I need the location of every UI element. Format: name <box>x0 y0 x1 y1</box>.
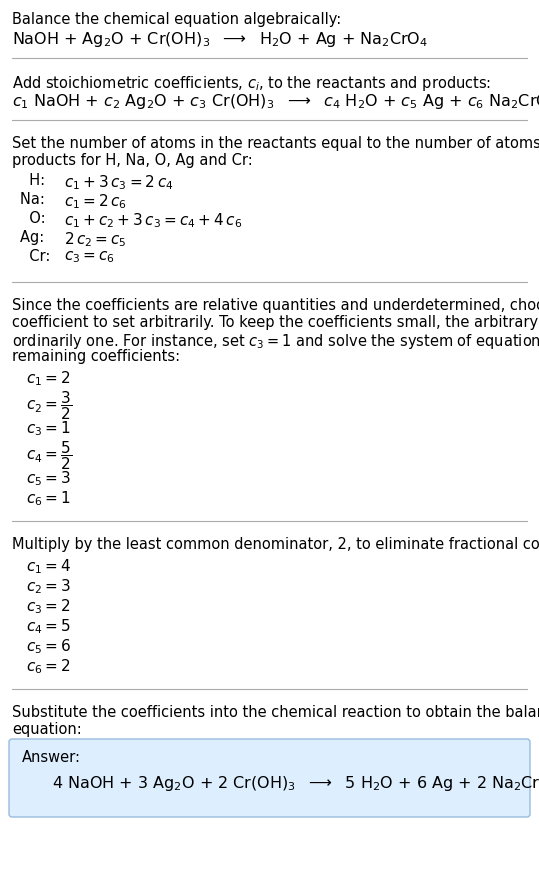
Text: $c_1 + c_2 + 3\,c_3 = c_4 + 4\,c_6$: $c_1 + c_2 + 3\,c_3 = c_4 + 4\,c_6$ <box>64 211 242 229</box>
Text: Na:: Na: <box>20 192 50 207</box>
Text: ordinarily one. For instance, set $c_3 = 1$ and solve the system of equations fo: ordinarily one. For instance, set $c_3 =… <box>12 332 539 351</box>
Text: Multiply by the least common denominator, 2, to eliminate fractional coefficient: Multiply by the least common denominator… <box>12 537 539 552</box>
Text: NaOH + Ag$_2$O + Cr(OH)$_3$  $\longrightarrow$  H$_2$O + Ag + Na$_2$CrO$_4$: NaOH + Ag$_2$O + Cr(OH)$_3$ $\longrighta… <box>12 30 428 49</box>
Text: $c_4 = 5$: $c_4 = 5$ <box>26 617 71 636</box>
Text: $c_5 = 6$: $c_5 = 6$ <box>26 637 71 655</box>
Text: $c_3 = 1$: $c_3 = 1$ <box>26 419 71 437</box>
Text: $c_6 = 2$: $c_6 = 2$ <box>26 657 71 676</box>
Text: $c_3 = c_6$: $c_3 = c_6$ <box>64 249 115 265</box>
Text: Substitute the coefficients into the chemical reaction to obtain the balanced: Substitute the coefficients into the che… <box>12 705 539 720</box>
Text: Add stoichiometric coefficients, $c_i$, to the reactants and products:: Add stoichiometric coefficients, $c_i$, … <box>12 74 491 93</box>
Text: Answer:: Answer: <box>22 750 81 765</box>
Text: $c_6 = 1$: $c_6 = 1$ <box>26 489 71 508</box>
Text: O:: O: <box>20 211 50 226</box>
Text: $c_4 = \dfrac{5}{2}$: $c_4 = \dfrac{5}{2}$ <box>26 439 72 472</box>
FancyBboxPatch shape <box>9 739 530 817</box>
Text: coefficient to set arbitrarily. To keep the coefficients small, the arbitrary va: coefficient to set arbitrarily. To keep … <box>12 315 539 330</box>
Text: $2\,c_2 = c_5$: $2\,c_2 = c_5$ <box>64 230 127 249</box>
Text: products for H, Na, O, Ag and Cr:: products for H, Na, O, Ag and Cr: <box>12 153 253 168</box>
Text: 4 NaOH + 3 Ag$_2$O + 2 Cr(OH)$_3$  $\longrightarrow$  5 H$_2$O + 6 Ag + 2 Na$_2$: 4 NaOH + 3 Ag$_2$O + 2 Cr(OH)$_3$ $\long… <box>52 774 539 793</box>
Text: remaining coefficients:: remaining coefficients: <box>12 349 180 364</box>
Text: $c_1$ NaOH + $c_2$ Ag$_2$O + $c_3$ Cr(OH)$_3$  $\longrightarrow$  $c_4$ H$_2$O +: $c_1$ NaOH + $c_2$ Ag$_2$O + $c_3$ Cr(OH… <box>12 92 539 111</box>
Text: $c_2 = 3$: $c_2 = 3$ <box>26 577 71 595</box>
Text: $c_2 = \dfrac{3}{2}$: $c_2 = \dfrac{3}{2}$ <box>26 389 72 422</box>
Text: Balance the chemical equation algebraically:: Balance the chemical equation algebraica… <box>12 12 341 27</box>
Text: $c_1 = 2\,c_6$: $c_1 = 2\,c_6$ <box>64 192 127 211</box>
Text: Set the number of atoms in the reactants equal to the number of atoms in the: Set the number of atoms in the reactants… <box>12 136 539 151</box>
Text: $c_5 = 3$: $c_5 = 3$ <box>26 469 71 488</box>
Text: H:: H: <box>20 173 50 188</box>
Text: $c_1 + 3\,c_3 = 2\,c_4$: $c_1 + 3\,c_3 = 2\,c_4$ <box>64 173 174 191</box>
Text: $c_3 = 2$: $c_3 = 2$ <box>26 597 71 616</box>
Text: Since the coefficients are relative quantities and underdetermined, choose a: Since the coefficients are relative quan… <box>12 298 539 313</box>
Text: equation:: equation: <box>12 722 82 737</box>
Text: Ag:: Ag: <box>20 230 49 245</box>
Text: $c_1 = 4$: $c_1 = 4$ <box>26 557 71 576</box>
Text: Cr:: Cr: <box>20 249 55 264</box>
Text: $c_1 = 2$: $c_1 = 2$ <box>26 369 71 388</box>
